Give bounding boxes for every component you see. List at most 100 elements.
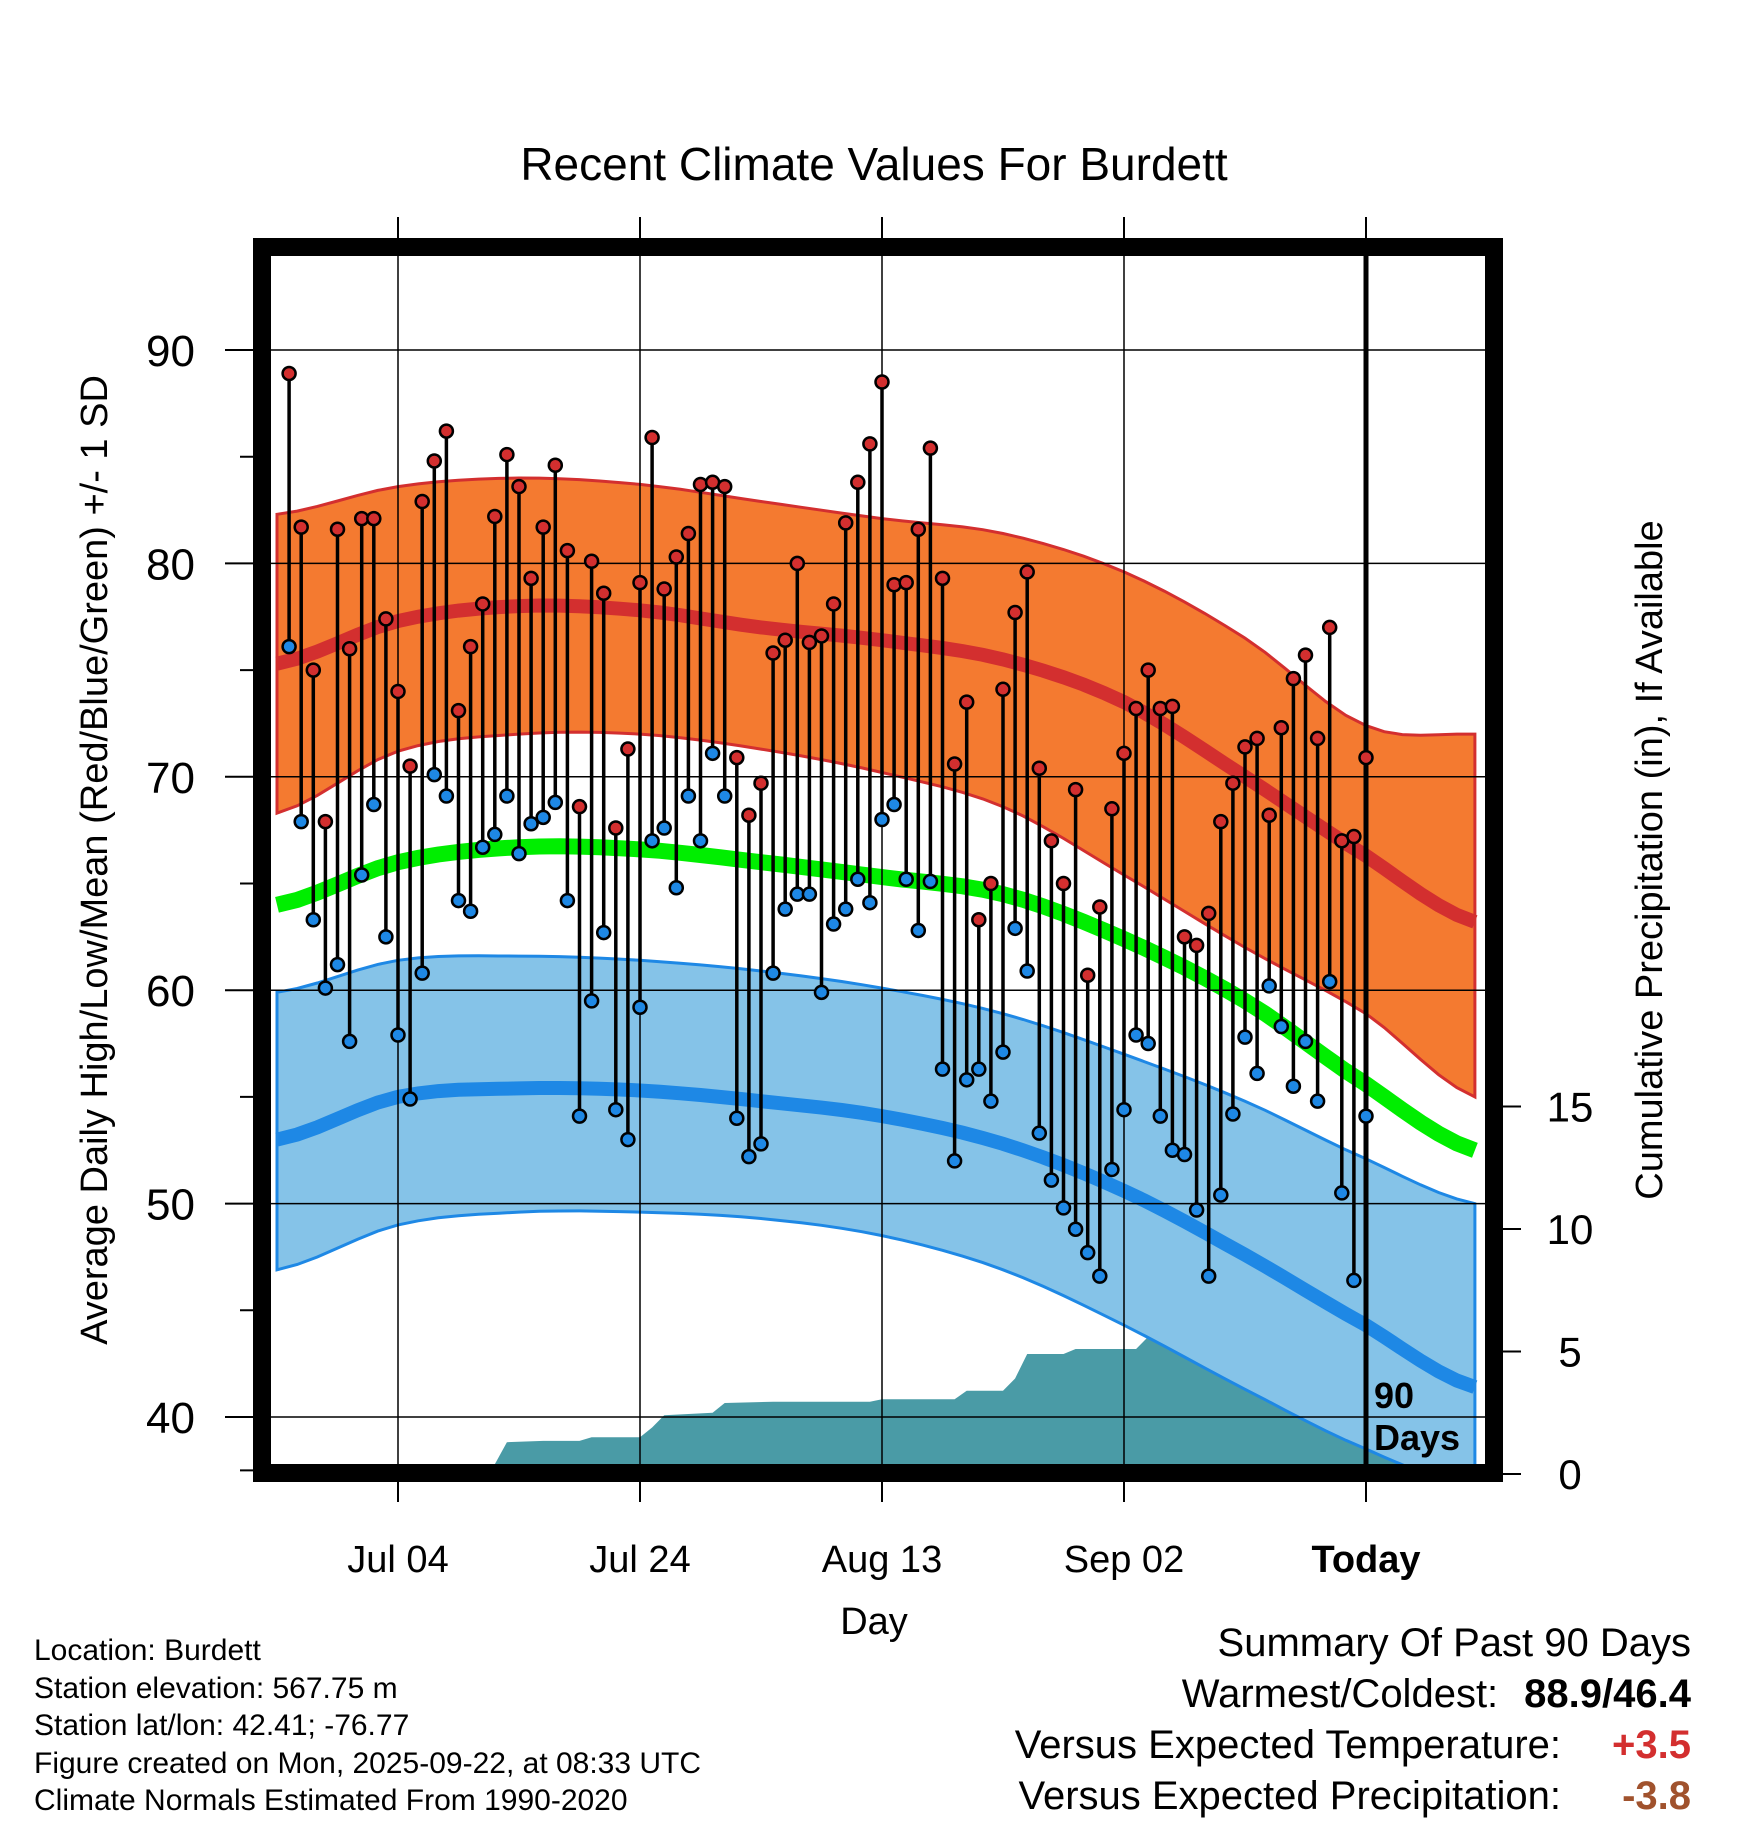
daily-low-point [1055, 1200, 1072, 1216]
daily-high-point [1297, 647, 1314, 663]
daily-high-point [886, 576, 902, 593]
daily-high-point [1116, 745, 1132, 762]
daily-high-point [426, 453, 443, 469]
latlon-text: Station lat/lon: 42.41; -76.77 [34, 1709, 410, 1742]
daily-high-point [1200, 905, 1217, 922]
daily-low-point [366, 796, 382, 813]
daily-low-point [1140, 1035, 1156, 1052]
daily-high-point [837, 515, 854, 531]
normal-bands [275, 476, 1478, 1473]
daily-high-point [1031, 760, 1048, 777]
daily-high-point [983, 875, 999, 892]
daily-high-point [1358, 749, 1374, 766]
today-marker-label: 90 [1374, 1375, 1414, 1416]
daily-low-point [293, 813, 309, 830]
daily-high-point [692, 476, 709, 493]
daily-low-point [886, 796, 902, 813]
daily-low-point [281, 638, 297, 655]
daily-low-point [620, 1131, 636, 1148]
daily-low-point [729, 1110, 745, 1126]
daily-low-point [898, 871, 914, 887]
summary-title: Summary Of Past 90 Days [1217, 1621, 1691, 1665]
daily-low-point [1358, 1108, 1374, 1124]
y-tick-label: 70 [146, 754, 195, 803]
daily-low-point [547, 794, 564, 811]
daily-high-point [825, 596, 842, 612]
daily-low-point [1321, 973, 1338, 990]
y-tick-label: 50 [146, 1181, 195, 1230]
daily-high-point [765, 645, 781, 661]
daily-high-point [656, 581, 672, 597]
daily-high-point [462, 638, 479, 655]
x-tick-label: Today [1311, 1539, 1420, 1581]
daily-high-point [499, 446, 515, 463]
daily-low-point [390, 1027, 406, 1043]
daily-low-point [825, 916, 842, 932]
daily-low-point [1346, 1272, 1362, 1289]
daily-high-point [741, 807, 757, 823]
summary-warmest-coldest: Warmest/Coldest: 88.9/46.4 [1015, 1669, 1691, 1720]
y2-tick-label: 15 [1547, 1084, 1594, 1131]
daily-low-point [1043, 1172, 1060, 1188]
daily-values [281, 365, 1374, 1289]
daily-low-point [353, 867, 370, 883]
daily-high-point [716, 478, 733, 495]
daily-low-point [499, 788, 515, 804]
daily-high-point [862, 436, 878, 452]
daily-high-point [523, 570, 539, 587]
daily-low-point [402, 1091, 418, 1107]
daily-high-point [1346, 828, 1362, 845]
high-normal-band [275, 476, 1477, 1100]
x-tick-label: Jul 04 [347, 1539, 448, 1581]
daily-low-point [535, 809, 551, 826]
y2-tick-label: 10 [1547, 1206, 1594, 1253]
x-tick-label: Aug 13 [822, 1539, 942, 1581]
daily-high-point [1176, 929, 1193, 945]
daily-high-point [668, 549, 685, 565]
daily-high-point [341, 641, 358, 657]
y2-tick-label: 5 [1558, 1329, 1581, 1376]
daily-low-point [1092, 1268, 1108, 1284]
daily-low-point [971, 1061, 987, 1077]
daily-low-point [1176, 1146, 1193, 1163]
daily-low-point [317, 980, 334, 996]
daily-high-point [366, 510, 382, 527]
daily-high-point [1213, 813, 1229, 830]
daily-low-point [632, 999, 648, 1016]
elevation-text: Station elevation: 567.75 m [34, 1671, 398, 1705]
daily-low-point [668, 880, 685, 896]
daily-low-point [837, 901, 854, 917]
daily-high-point [801, 634, 818, 651]
precip-cumulative-fill [277, 1329, 1475, 1473]
daily-high-point [1309, 730, 1326, 747]
daily-low-point [378, 929, 394, 945]
daily-high-point [1225, 775, 1241, 791]
x-tick-label: Jul 24 [589, 1539, 690, 1581]
daily-high-point [414, 493, 430, 510]
daily-low-point [1285, 1078, 1302, 1094]
daily-low-point [1067, 1221, 1084, 1237]
daily-low-point [753, 1136, 769, 1152]
daily-high-point [293, 519, 309, 535]
daily-low-point [716, 788, 733, 804]
daily-low-point [414, 965, 430, 981]
daily-high-point [1055, 875, 1072, 892]
daily-low-point [1188, 1202, 1205, 1218]
daily-low-point [680, 788, 697, 804]
daily-low-point [777, 901, 793, 917]
daily-high-point [1019, 564, 1035, 580]
daily-low-point [1297, 1033, 1314, 1050]
daily-low-point [511, 845, 527, 862]
daily-high-point [1128, 700, 1144, 717]
daily-low-point [741, 1148, 757, 1165]
daily-high-point [1079, 967, 1096, 984]
warmest-coldest-value: 88.9/46.4 [1524, 1672, 1691, 1716]
daily-high-point [680, 525, 697, 542]
daily-low-point [692, 833, 709, 849]
daily-low-point [765, 965, 781, 981]
daily-low-point [426, 766, 443, 783]
daily-high-point [1261, 807, 1277, 823]
daily-high-point [595, 585, 612, 602]
daily-low-point [571, 1108, 588, 1124]
